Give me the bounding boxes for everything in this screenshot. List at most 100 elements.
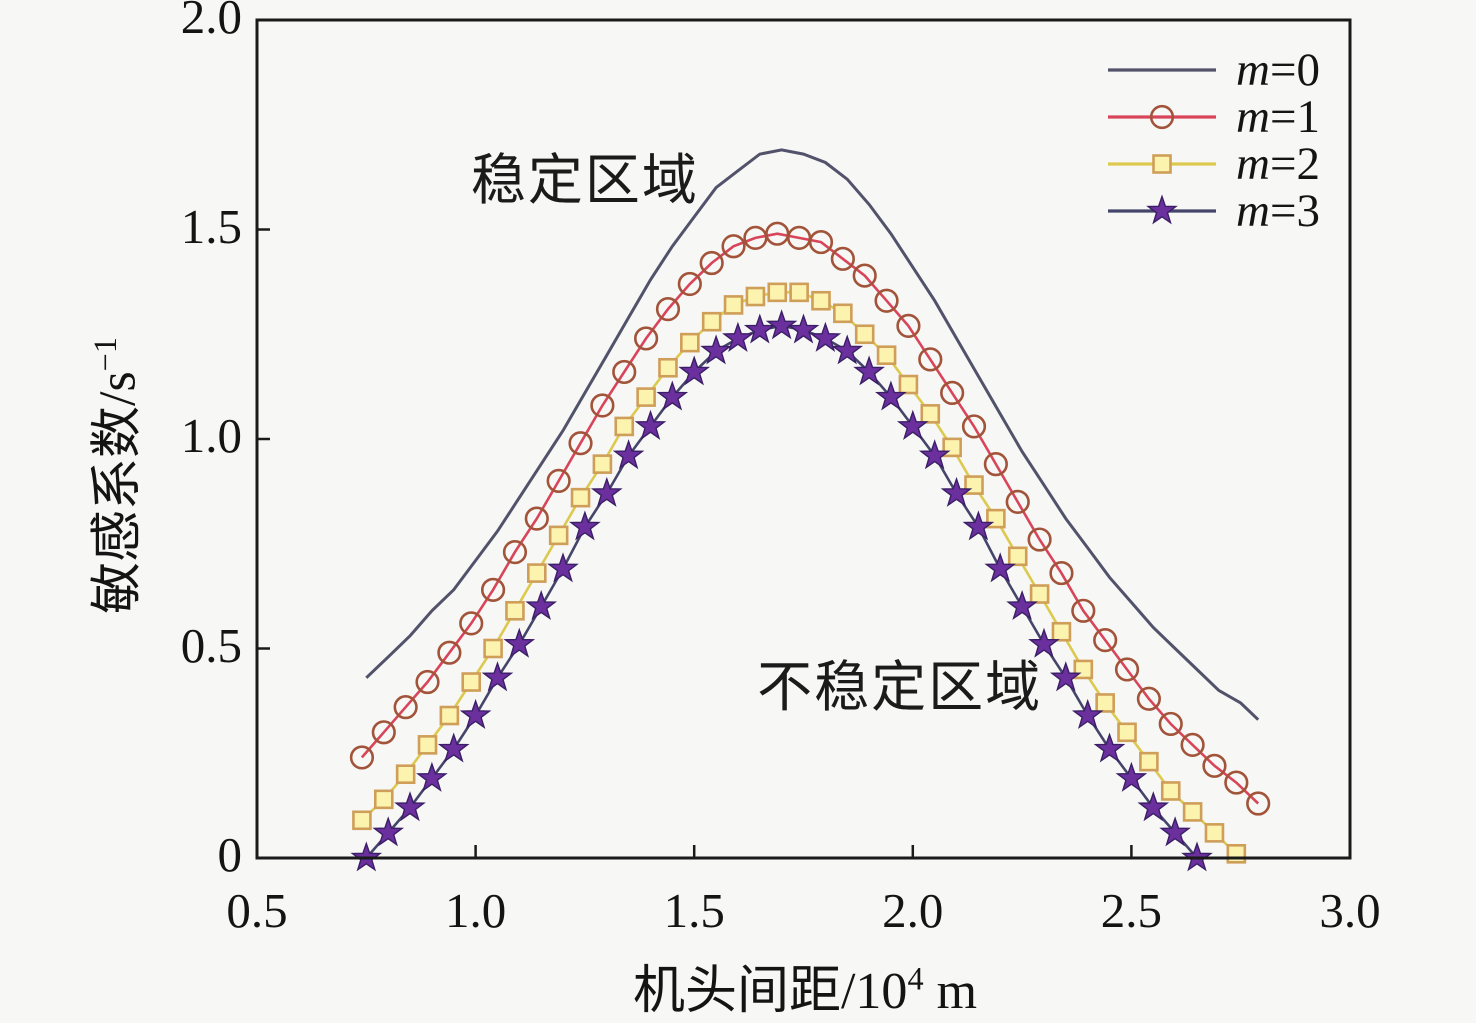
square-marker	[352, 810, 372, 831]
star-marker	[1137, 791, 1170, 822]
square-marker	[1152, 153, 1172, 174]
square-marker	[833, 303, 853, 324]
square-marker	[658, 357, 678, 378]
star-marker	[940, 476, 973, 507]
square-marker	[548, 525, 569, 546]
y-tick-label: 2.0	[180, 0, 242, 44]
legend-line-sample-m1	[1108, 104, 1216, 129]
circle-marker	[1224, 770, 1249, 795]
star-marker	[459, 698, 492, 730]
circle-marker	[612, 359, 637, 385]
star-marker	[678, 355, 711, 386]
square-marker	[898, 374, 919, 395]
star-marker	[831, 334, 864, 365]
circle-marker	[546, 468, 571, 494]
square-marker	[1007, 546, 1028, 567]
annotation-stable-region: 稳定区域	[470, 150, 699, 212]
circle-marker	[371, 720, 396, 745]
star-marker	[525, 589, 558, 621]
star-marker	[765, 309, 798, 340]
circle-marker	[524, 506, 549, 531]
circle-marker	[1136, 686, 1161, 711]
legend: m=0 m=1 m=2 m=3	[1106, 46, 1320, 234]
circle-marker	[961, 414, 987, 439]
square-marker	[1095, 693, 1115, 713]
square-marker	[483, 638, 503, 659]
y-tick-label: 0	[217, 827, 243, 882]
circle-marker	[1158, 711, 1183, 737]
y-tick-label: 1.0	[180, 408, 242, 463]
star-marker	[700, 334, 732, 365]
x-tick-label: 2.5	[1100, 883, 1163, 938]
square-marker	[614, 416, 635, 437]
circle-marker	[852, 263, 877, 288]
star-marker	[1006, 589, 1038, 621]
legend-line-sample-m2	[1108, 153, 1216, 174]
square-marker	[439, 705, 460, 726]
circle-marker	[655, 297, 681, 322]
square-marker	[789, 282, 809, 303]
circle-marker	[1093, 628, 1118, 653]
star-marker	[372, 816, 405, 847]
square-marker	[701, 311, 722, 332]
circle-marker	[721, 234, 746, 259]
star-marker	[612, 439, 645, 470]
square-marker	[920, 404, 941, 424]
square-marker	[527, 563, 547, 583]
circle-marker	[415, 669, 440, 695]
star-marker	[634, 409, 667, 440]
star-marker	[1049, 661, 1082, 692]
square-marker	[1160, 781, 1181, 801]
star-marker	[569, 510, 601, 541]
x-tick-label: 3.0	[1319, 883, 1381, 938]
square-marker	[570, 487, 591, 508]
circle-marker	[699, 250, 724, 276]
square-marker	[854, 324, 875, 345]
circle-marker	[808, 229, 834, 255]
square-marker	[1051, 621, 1072, 642]
circle-marker	[830, 246, 855, 271]
x-tick-label: 2.0	[882, 883, 944, 938]
star-marker	[1146, 193, 1178, 224]
legend-label-m1: m=1	[1236, 90, 1320, 143]
legend-line-sample-m0	[1108, 67, 1216, 72]
star-marker	[1115, 761, 1148, 792]
circle-marker	[1114, 657, 1140, 682]
circle-marker	[1005, 489, 1030, 514]
legend-label-m3: m=3	[1236, 184, 1320, 237]
star-marker	[896, 409, 929, 440]
circle-marker	[437, 640, 462, 665]
circle-marker	[1027, 527, 1052, 552]
star-marker	[656, 380, 689, 411]
circle-marker	[590, 393, 615, 418]
star-marker	[743, 313, 776, 344]
circle-marker	[1071, 598, 1096, 623]
circle-marker	[568, 431, 593, 456]
star-marker	[722, 321, 754, 352]
circle-marker	[918, 347, 943, 372]
star-marker	[1159, 816, 1191, 847]
circle-marker	[459, 611, 484, 636]
square-marker	[1204, 823, 1225, 843]
square-marker	[505, 600, 525, 621]
star-marker	[481, 661, 514, 692]
square-marker	[1139, 751, 1159, 772]
y-tick-label: 0.5	[180, 617, 242, 673]
star-marker	[547, 552, 579, 583]
x-axis-label: 机头间距/104 m	[632, 960, 978, 1020]
star-marker	[416, 761, 448, 792]
circle-marker	[983, 452, 1008, 477]
square-marker	[636, 387, 656, 407]
star-marker	[1028, 627, 1060, 658]
star-marker	[437, 732, 470, 763]
square-marker	[767, 282, 788, 303]
y-tick-label: 1.5	[180, 198, 242, 254]
annotation-unstable-region: 不稳定区域	[757, 657, 1043, 719]
circle-marker	[940, 380, 965, 406]
square-marker	[1182, 802, 1203, 822]
square-marker	[417, 735, 438, 755]
circle-marker	[1149, 104, 1175, 129]
legend-row-m1: m=1	[1106, 93, 1320, 140]
star-marker	[853, 355, 885, 386]
